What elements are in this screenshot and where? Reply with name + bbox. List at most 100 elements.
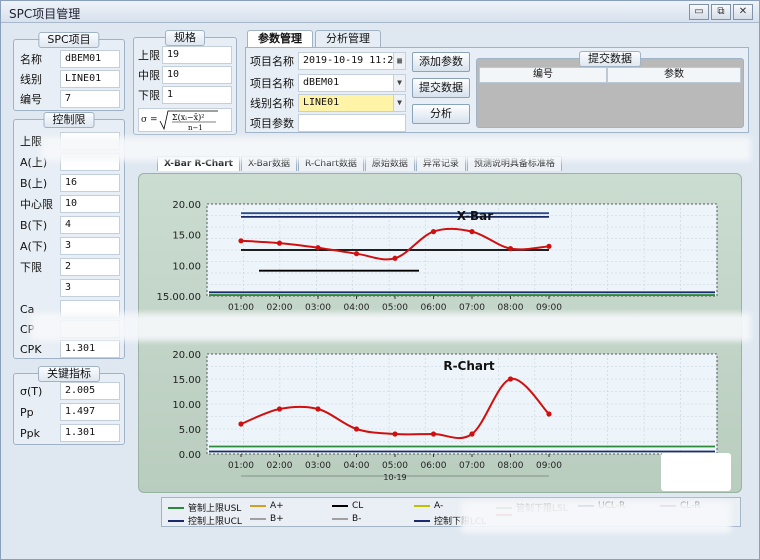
field-label: CPK	[20, 342, 42, 356]
legend-label: A+	[270, 501, 284, 511]
chart-panel: 20.00 15.00 10.00 15.00.00 01:00 02:00 03:00 04…	[138, 173, 742, 493]
legend-label: 控制上限UCL	[188, 517, 242, 527]
tab-analysis-management[interactable]: 分析管理	[315, 30, 381, 47]
key-indicators-group: 关键指标 σ(T) 2.005 Pp 1.497 Ppk 1.301	[13, 366, 125, 445]
submit-table-header: 编号 参数	[479, 67, 741, 83]
cpk-field[interactable]: 1.301	[60, 340, 120, 358]
legend-item: B-	[332, 514, 361, 524]
spec-upper-field[interactable]: 19	[162, 46, 232, 64]
spc-project-group: SPC项目 名称 dBEM01 线别 LINE01 编号 7	[13, 32, 125, 111]
x-tick-label: 03:00	[305, 303, 331, 313]
data-point	[315, 245, 321, 251]
data-point	[238, 421, 244, 427]
analyze-button[interactable]: 分析	[412, 104, 470, 124]
number-field[interactable]: 7	[60, 90, 120, 108]
spec-title: 规格	[165, 30, 205, 46]
chevron-down-icon[interactable]: ▼	[393, 95, 405, 111]
y-tick-label: 5.00	[179, 425, 201, 436]
column-param[interactable]: 参数	[607, 67, 741, 83]
project-name-field[interactable]: dBEM01	[60, 50, 120, 68]
x-caption: 10-19	[383, 473, 406, 482]
x-tick-label: 07:00	[459, 461, 485, 471]
sigma-t-field[interactable]: 2.005	[60, 382, 120, 400]
svg-text:n−1: n−1	[188, 124, 203, 131]
x-tick-label: 06:00	[421, 461, 447, 471]
legend-item: 管制上限USL	[168, 501, 241, 514]
redaction-box	[661, 453, 731, 491]
data-point	[546, 243, 552, 249]
legend-label: CL	[352, 501, 364, 511]
column-number[interactable]: 编号	[479, 67, 607, 83]
legend-label: A-	[434, 501, 444, 511]
field-label: 名称	[20, 53, 42, 66]
restore-button[interactable]: ⧉	[711, 4, 731, 20]
legend-item: 控制上限UCL	[168, 514, 242, 527]
add-param-button[interactable]: 添加参数	[412, 52, 470, 72]
legend-swatch	[250, 518, 266, 520]
y-tick-label: 10.00	[172, 400, 201, 411]
line-name-value: LINE01	[303, 97, 340, 108]
legend-label: B+	[270, 514, 284, 524]
field-label: 下限	[138, 89, 160, 102]
y-tick-label: 20.00	[172, 350, 201, 361]
field-label: σ(T)	[20, 384, 43, 398]
data-point	[469, 229, 475, 235]
spec-lower-field[interactable]: 1	[162, 86, 232, 104]
legend-swatch	[414, 505, 430, 507]
calendar-icon[interactable]: ▦	[393, 53, 405, 69]
field-label: 上限	[138, 49, 160, 62]
key-indicators-title: 关键指标	[38, 366, 100, 382]
field-label: Pp	[20, 405, 34, 419]
b-lower-field[interactable]: 4	[60, 216, 120, 234]
data-point	[315, 406, 321, 412]
field-label: CP	[20, 322, 35, 336]
legend-item: B+	[250, 514, 284, 524]
x-tick-label: 06:00	[421, 303, 447, 313]
data-point	[238, 238, 244, 244]
redaction-band	[461, 501, 731, 533]
window-controls: ▭ ⧉ ✕	[689, 4, 753, 20]
minimize-button[interactable]: ▭	[689, 4, 709, 20]
a-lower-field[interactable]: 3	[60, 237, 120, 255]
ppk-field[interactable]: 1.301	[60, 424, 120, 442]
chevron-down-icon[interactable]: ▼	[393, 75, 405, 91]
tab-param-management[interactable]: 参数管理	[247, 30, 313, 47]
control-limits-title: 控制限	[43, 112, 95, 128]
field-label: 上限	[20, 135, 42, 148]
y-tick-label: 20.00	[172, 200, 201, 211]
project-name-select[interactable]: dBEM01 ▼	[298, 74, 406, 92]
project-date-picker[interactable]: 2019-10-19 11:28 ▦	[298, 52, 406, 70]
legend-swatch	[332, 505, 348, 507]
data-point	[353, 426, 360, 432]
data-point	[392, 431, 398, 437]
data-point	[276, 406, 283, 412]
x-tick-label: 09:00	[536, 303, 562, 313]
x-tick-label: 08:00	[498, 303, 524, 313]
y-tick-label: 15.00	[172, 231, 201, 242]
field-label: 编号	[20, 93, 42, 106]
data-point	[392, 255, 398, 261]
field-label: Ppk	[20, 426, 40, 440]
lcl-field[interactable]: 2	[60, 258, 120, 276]
y-tick-label: 10.00	[172, 261, 201, 272]
spec-mid-field[interactable]: 10	[162, 66, 232, 84]
field-label: A(上)	[20, 156, 48, 169]
legend-swatch	[168, 519, 184, 522]
b-upper-field[interactable]: 16	[60, 174, 120, 192]
data-point	[430, 229, 437, 235]
submit-data-button[interactable]: 提交数据	[412, 78, 470, 98]
center-limit-field[interactable]: 10	[60, 195, 120, 213]
line-field[interactable]: LINE01	[60, 70, 120, 88]
data-point	[469, 431, 475, 437]
line-name-select[interactable]: LINE01 ▼	[298, 94, 406, 112]
field-label: 中心限	[20, 198, 53, 211]
project-param-input[interactable]	[298, 114, 406, 132]
close-button[interactable]: ✕	[733, 4, 753, 20]
extra-limit-field[interactable]: 3	[60, 279, 120, 297]
param-panel: 项目名称 2019-10-19 11:28 ▦ 项目名称 dBEM01 ▼ 线别名称 LI…	[245, 47, 749, 133]
project-date-value: 2019-10-19 11:28	[303, 55, 400, 66]
pp-field[interactable]: 1.497	[60, 403, 120, 421]
field-label: Ca	[20, 302, 35, 316]
svg-text:Σ(xᵢ−x̄)²: Σ(xᵢ−x̄)²	[172, 113, 204, 122]
chart-title: R-Chart	[443, 359, 495, 373]
